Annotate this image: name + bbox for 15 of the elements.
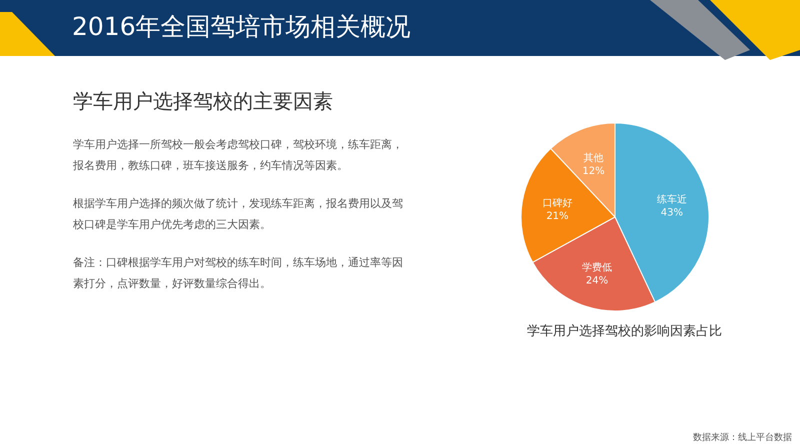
text: 学车用户选择驾校的影响因素占比 — [527, 323, 722, 340]
source-note: 数据来源：线上平台数据 — [693, 432, 792, 444]
text: 学车用户选择驾校的主要因素 — [73, 88, 333, 115]
slice-label: 其他 — [584, 152, 604, 164]
slice-label: 口碑好 — [542, 196, 572, 209]
text: 根据学车用户选择的频次做了统计，发现练车距离，报名费用以及驾校口碑是学车用户优先考虑的三大因素。 — [73, 196, 404, 233]
slice-label: 练车近 — [656, 193, 687, 206]
text: 2016年全国驾培市场相关概况 — [72, 11, 411, 43]
slice-label: 学费低 — [582, 261, 612, 274]
text: 备注：口碑根据学车用户对驾校的练车时间，练车场地，通过率等因素打分，点评数量，好评数量综合得出。 — [73, 255, 404, 292]
data-label: 43% — [660, 207, 683, 218]
text: 学车用户选择一所驾校一般会考虑驾校口碑，驾校环境，练车距离，报名费用，教练口碑，班车接送服务，约车情况等因素。 — [73, 137, 404, 174]
data-label: 12% — [582, 166, 605, 177]
data-label: 24% — [586, 275, 608, 286]
data-label: 21% — [546, 210, 569, 222]
